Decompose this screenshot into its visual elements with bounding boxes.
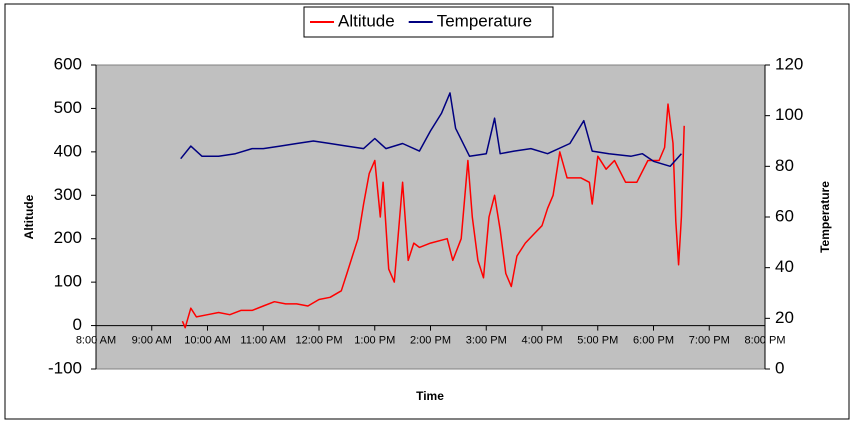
x-tick-label: 6:00 PM bbox=[633, 334, 674, 346]
line-series bbox=[181, 103, 685, 329]
y-tick-label: 600 bbox=[54, 54, 82, 73]
y2-tick-label: 120 bbox=[775, 54, 803, 73]
x-tick-label: 2:00 PM bbox=[410, 334, 451, 346]
y-tick-label: -100 bbox=[48, 358, 82, 377]
legend-label: Altitude bbox=[338, 11, 395, 30]
y2-tick-label: 100 bbox=[775, 105, 803, 124]
y-tick-label: 200 bbox=[54, 228, 82, 247]
x-tick-label: 8:00 PM bbox=[745, 334, 786, 346]
x-tick-label: 12:00 PM bbox=[295, 334, 342, 346]
line-series bbox=[180, 92, 682, 168]
x-tick-label: 4:00 PM bbox=[522, 334, 563, 346]
x-tick-label: 5:00 PM bbox=[577, 334, 618, 346]
x-tick-label: 1:00 PM bbox=[354, 334, 395, 346]
y-tick-label: 0 bbox=[73, 315, 82, 334]
x-tick-label: 7:00 PM bbox=[689, 334, 730, 346]
y2-tick-label: 80 bbox=[775, 156, 794, 175]
y-axis-label: Altitude bbox=[22, 194, 36, 239]
plot-area bbox=[95, 64, 766, 370]
y-tick-label: 100 bbox=[54, 272, 82, 291]
y2-tick-label: 20 bbox=[775, 308, 794, 327]
y2-tick-label: 0 bbox=[775, 358, 784, 377]
legend-label: Temperature bbox=[437, 11, 532, 30]
y-tick-label: 300 bbox=[54, 185, 82, 204]
y2-tick-label: 40 bbox=[775, 257, 794, 276]
x-tick-label: 3:00 PM bbox=[466, 334, 507, 346]
y-tick-label: 400 bbox=[54, 141, 82, 160]
x-tick-label: 11:00 AM bbox=[240, 334, 286, 346]
y-tick-label: 500 bbox=[54, 98, 82, 117]
x-tick-label: 9:00 AM bbox=[132, 334, 172, 346]
y2-tick-label: 60 bbox=[775, 206, 794, 225]
y2-axis-label: Temperature bbox=[818, 181, 832, 253]
x-tick-label: 10:00 AM bbox=[184, 334, 230, 346]
x-axis-label: Time bbox=[416, 389, 444, 403]
x-tick-label: 8:00 AM bbox=[76, 334, 116, 346]
